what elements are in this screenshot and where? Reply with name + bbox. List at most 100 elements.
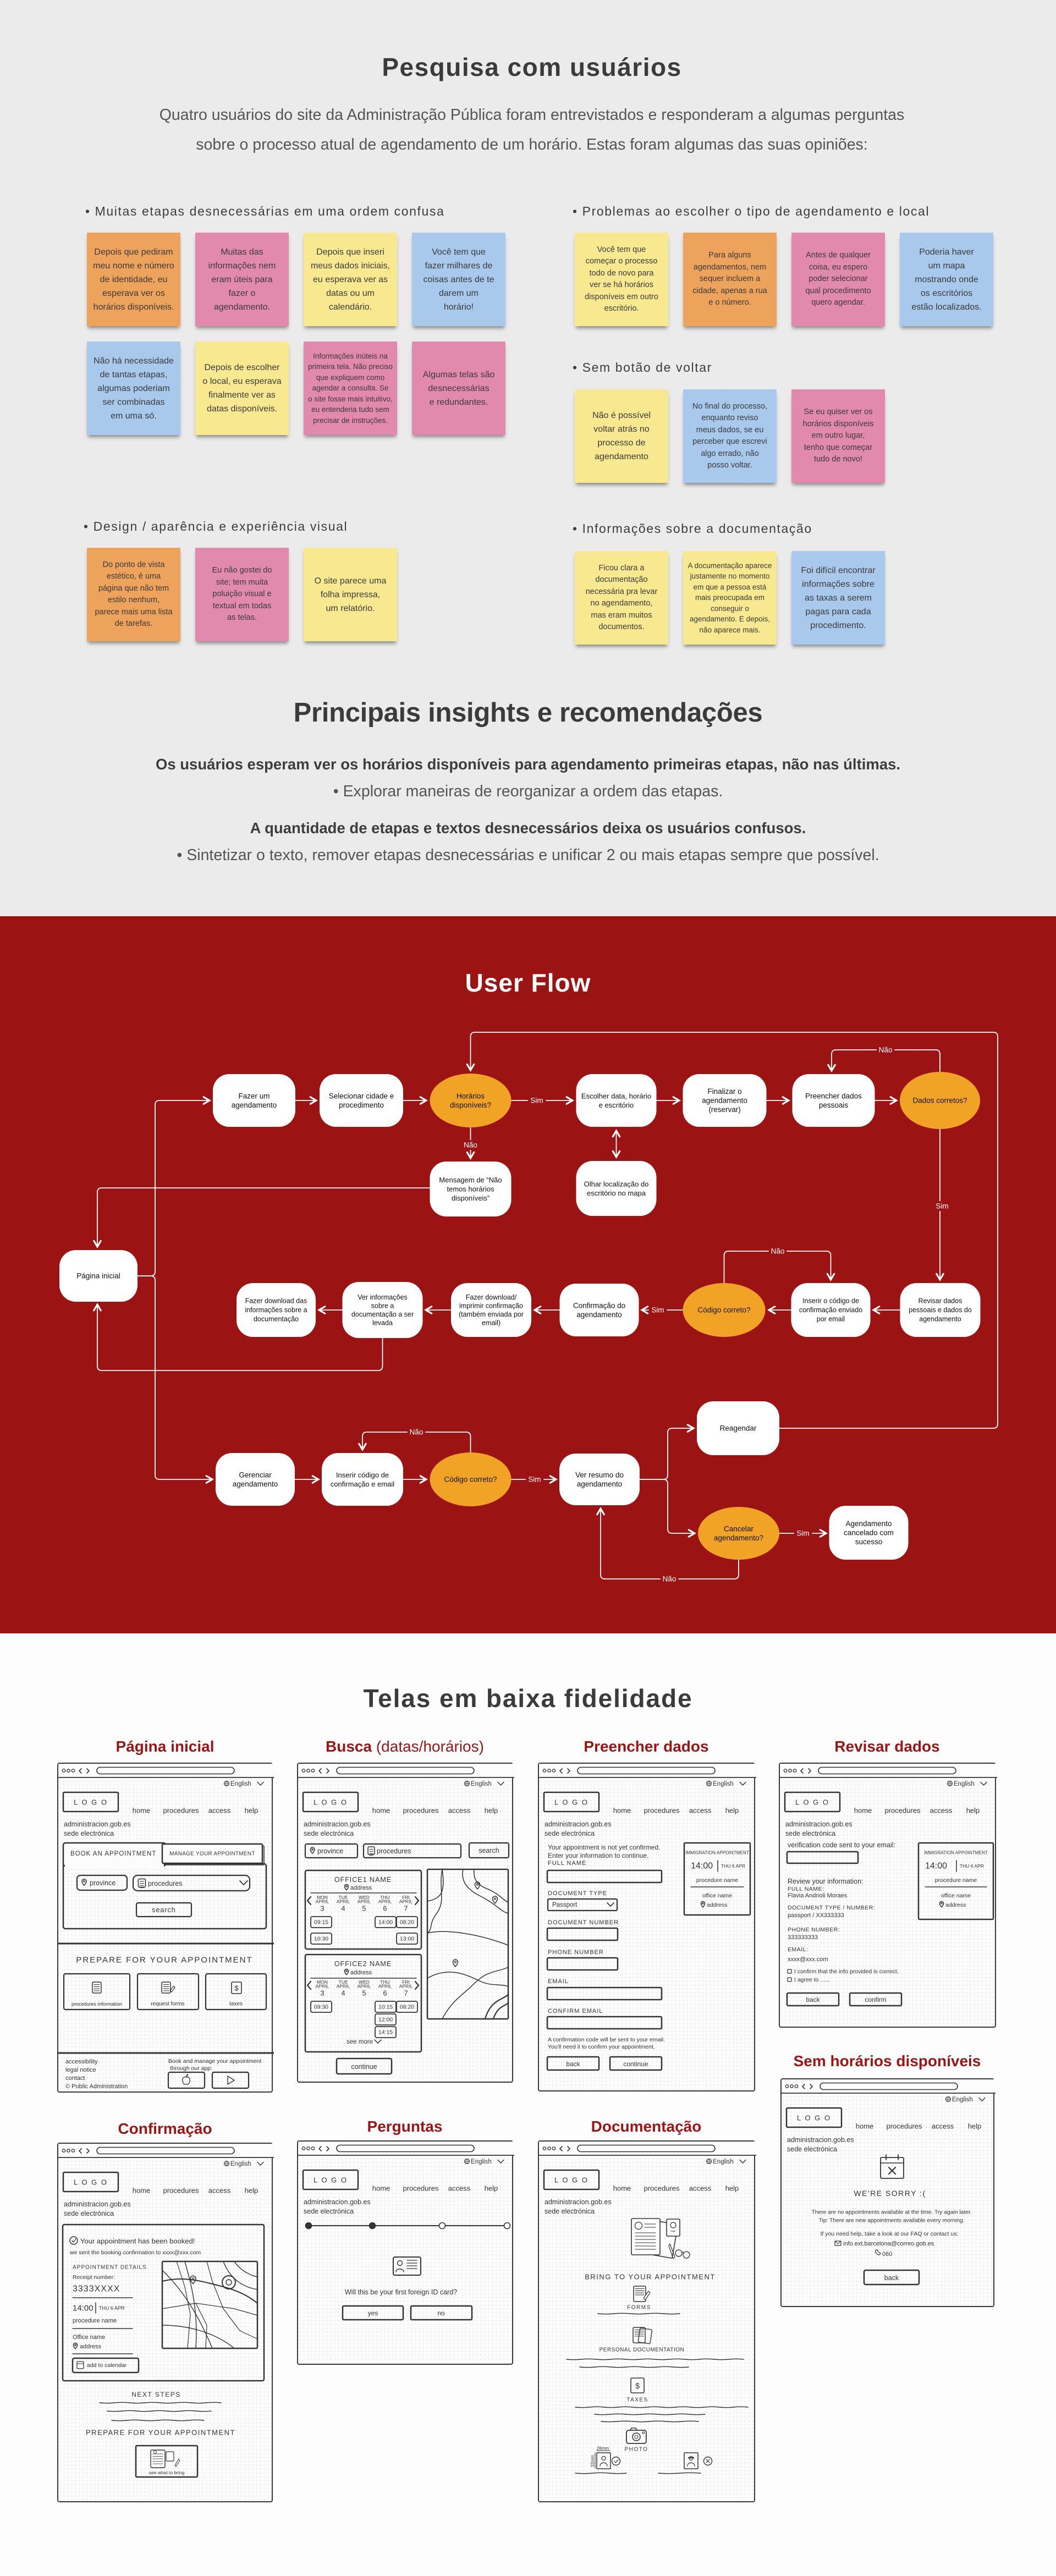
svg-text:APRIL: APRIL [316,1984,329,1989]
svg-text:Preencher dados: Preencher dados [805,1092,862,1100]
svg-text:FRI: FRI [402,1895,410,1900]
svg-text:pessoais: pessoais [819,1101,849,1109]
svg-text:IMMIGRATION APPOINTMENT: IMMIGRATION APPOINTMENT [685,1851,749,1856]
svg-text:back: back [566,2060,580,2068]
svg-text:Receipt number:: Receipt number: [73,2274,115,2281]
svg-text:THU: THU [380,1895,389,1900]
svg-text:060: 060 [882,2251,892,2258]
svg-text:14:00: 14:00 [378,1919,393,1926]
svg-text:procedure name: procedure name [935,1877,977,1884]
svg-text:English: English [952,2096,973,2103]
svg-text:APRIL: APRIL [399,1899,413,1905]
svg-text:FULL NAME:: FULL NAME: [788,1886,824,1892]
svg-text:levada: levada [372,1319,393,1326]
svg-text:Mensagem de “Não: Mensagem de “Não [439,1176,502,1184]
svg-text:FRI: FRI [402,1979,410,1985]
svg-text:address: address [80,2343,102,2350]
svg-text:APRIL: APRIL [378,1984,392,1989]
svg-text:continue: continue [623,2060,648,2068]
svg-text:PHOTO: PHOTO [625,2447,648,2453]
svg-text:Finalizar o: Finalizar o [707,1087,741,1096]
svg-text:A confirmation code will be se: A confirmation code will be sent to your… [548,2036,665,2043]
svg-text:procedures: procedures [377,1847,411,1855]
svg-text:procedure name: procedure name [696,1877,739,1884]
svg-text:EMAIL: EMAIL [548,1978,569,1985]
svg-text:Sim: Sim [936,1202,948,1210]
svg-text:help: help [725,1807,739,1815]
svg-text:Não: Não [879,1046,893,1054]
svg-text:Código correto?: Código correto? [697,1306,750,1314]
svg-text:NEXT STEPS: NEXT STEPS [131,2391,180,2398]
svg-text:sede electrónica: sede electrónica [304,1830,354,1837]
svg-text:accessibility: accessibility [65,2058,98,2065]
svg-text:confirm: confirm [865,1996,886,2003]
svg-text:TUE: TUE [339,1895,348,1900]
svg-text:I agree to ......: I agree to ...... [794,1977,830,1983]
svg-text:address: address [350,1885,372,1891]
svg-text:help: help [245,1807,258,1815]
svg-text:MANAGE YOUR APPOINTMENT: MANAGE YOUR APPOINTMENT [169,1851,255,1857]
svg-text:4: 4 [341,1905,345,1913]
svg-text:Enter your information to cont: Enter your information to continue. [548,1852,648,1859]
svg-text:APRIL: APRIL [316,1899,329,1905]
svg-text:7: 7 [404,1905,408,1913]
svg-text:access: access [689,2184,712,2193]
svg-text:Gerenciar: Gerenciar [239,1471,272,1479]
svg-text:Passport: Passport [552,1902,578,1908]
svg-text:14:00: 14:00 [73,2304,94,2313]
svg-text:26mm: 26mm [597,2446,609,2451]
svg-text:Escolher data, horário: Escolher data, horário [581,1092,651,1100]
svg-text:procedures: procedures [886,2122,922,2131]
svg-text:DOCUMENT TYPE / NUMBER:: DOCUMENT TYPE / NUMBER: [788,1905,875,1911]
svg-text:08:20: 08:20 [400,1919,414,1926]
svg-text:3333XXXX: 3333XXXX [73,2285,120,2294]
svg-text:PHONE NUMBER: PHONE NUMBER [548,1949,604,1956]
svg-text:Book and manage your appointme: Book and manage your appointment [168,2058,261,2065]
svg-text:Office name: Office name [73,2334,105,2341]
svg-text:procedures: procedures [163,1807,199,1815]
svg-text:English: English [471,2159,492,2165]
svg-text:IMMIGRATION APPOINTMENT: IMMIGRATION APPOINTMENT [924,1851,988,1856]
svg-text:administracion.gob.es: administracion.gob.es [544,1820,612,1828]
svg-text:home: home [613,1807,631,1815]
svg-text:access: access [448,1807,471,1815]
svg-text:email): email) [482,1319,501,1326]
svg-text:BRING TO YOUR APPOINTMENT: BRING TO YOUR APPOINTMENT [585,2273,716,2281]
svg-text:procedures: procedures [644,2184,680,2193]
svg-text:DOCUMENT TYPE: DOCUMENT TYPE [548,1890,607,1897]
svg-text:You'll need it to confirm your: You'll need it to confirm your appointme… [548,2044,655,2050]
svg-text:contact: contact [65,2075,85,2082]
svg-text:L O G O: L O G O [314,2176,348,2184]
svg-text:32mm: 32mm [590,2455,595,2468]
svg-text:Your appointment is not yet co: Your appointment is not yet confirmed. [548,1843,660,1851]
svg-text:PREPARE FOR YOUR APPOINTMENT: PREPARE FOR YOUR APPOINTMENT [86,2429,235,2437]
svg-text:see more: see more [346,2039,373,2045]
svg-text:address: address [707,1902,727,1908]
svg-text:FORMS: FORMS [627,2305,651,2311]
svg-text:14:15: 14:15 [378,2029,393,2036]
svg-text:informações sobre a: informações sobre a [245,1306,307,1314]
svg-text:Review your information:: Review your information: [788,1878,864,1885]
svg-text:access: access [448,2184,471,2193]
svg-text:10:30: 10:30 [314,1936,328,1942]
svg-text:taxes: taxes [229,2001,243,2007]
svg-text:administracion.gob.es: administracion.gob.es [785,1820,853,1828]
svg-text:Sim: Sim [651,1306,664,1314]
svg-text:disponíveis?: disponíveis? [450,1101,491,1109]
svg-text:(também enviada por: (também enviada por [459,1311,524,1318]
svg-text:Ver informações: Ver informações [358,1293,407,1301]
svg-text:agendamento: agendamento [232,1101,277,1109]
svg-text:agendamento: agendamento [702,1097,747,1105]
svg-text:Fazer download das: Fazer download das [245,1297,307,1305]
svg-text:agendamento?: agendamento? [714,1534,763,1542]
svg-text:access: access [932,2122,954,2131]
svg-text:Horários: Horários [457,1092,485,1100]
svg-text:home: home [372,1807,391,1815]
svg-text:Não: Não [410,1428,424,1436]
svg-text:e escritório: e escritório [599,1101,634,1109]
svg-text:MON: MON [317,1979,328,1985]
svg-text:TAXES: TAXES [626,2397,648,2403]
svg-text:por email: por email [817,1315,845,1323]
svg-text:yes: yes [368,2309,378,2317]
svg-text:Selecionar cidade e: Selecionar cidade e [329,1092,394,1100]
